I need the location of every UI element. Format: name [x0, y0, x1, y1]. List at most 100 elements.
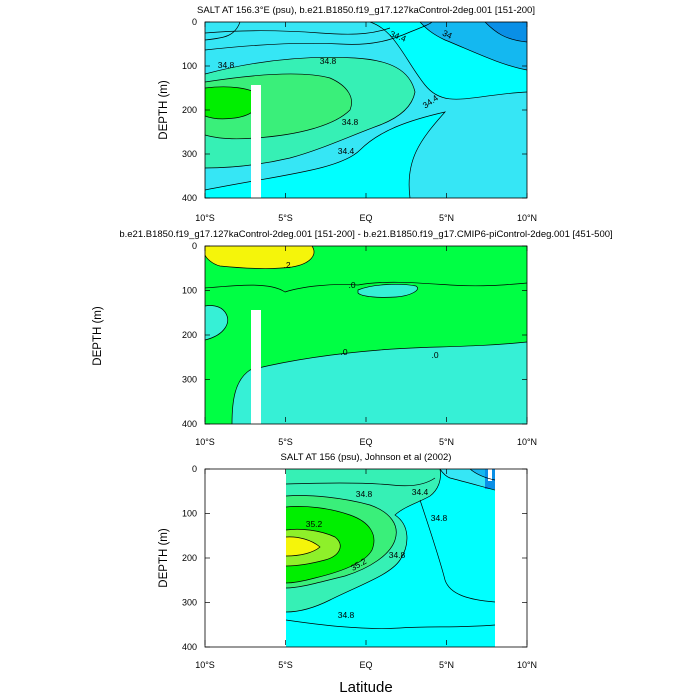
panel-1-title: SALT AT 156.3°E (psu), b.e21.B1850.f19_g… [197, 5, 535, 16]
contour-line [205, 246, 315, 269]
contour-line [285, 536, 321, 557]
contour-line [285, 495, 397, 589]
contour-label: .2 [283, 260, 290, 270]
contour-line [205, 56, 416, 169]
y-tick-label: 100 [182, 61, 197, 71]
contour-label: 34 [441, 28, 454, 41]
contour-label: .0 [348, 280, 355, 290]
no-data-strip [488, 469, 492, 481]
region-negative-pocket [358, 284, 418, 298]
panel-2-contour-labels: .2 .0 .0 .0 [283, 260, 438, 360]
contour-label: 35.2 [306, 519, 323, 529]
x-tick-label: 10°N [517, 213, 537, 223]
x-tick-label: 10°S [195, 437, 215, 447]
panel-3-yticks: 0 100 200 300 400 [182, 464, 197, 652]
contour-line [205, 305, 228, 341]
contour-line [231, 341, 527, 424]
contour-line [369, 22, 527, 100]
contour-line [205, 22, 433, 51]
x-tick-label: 5°S [278, 213, 293, 223]
contour-line [439, 469, 496, 491]
x-tick-label: 5°N [439, 213, 454, 223]
panel-2-yticks: 0 100 200 300 400 [182, 241, 197, 429]
contour-label: 34.8 [342, 117, 359, 127]
panel-1-yticks: 0 100 200 300 400 [182, 17, 197, 203]
contour-line [285, 528, 341, 567]
panel-3: SALT AT 156 (psu), Johnson et al (2002) [158, 452, 537, 670]
panel-3-contours [285, 469, 496, 629]
contour-label: 34.8 [356, 489, 373, 499]
contour-line [285, 477, 436, 487]
tick-marks [204, 21, 528, 648]
contour-line [469, 469, 496, 481]
contour-line [285, 469, 441, 613]
x-tick-label: 10°S [195, 213, 215, 223]
contour-label: 34.4 [338, 146, 355, 156]
contour-line [285, 619, 496, 629]
y-tick-label: 0 [192, 241, 197, 251]
contour-label: .0 [431, 350, 438, 360]
panel-1: SALT AT 156.3°E (psu), b.e21.B1850.f19_g… [158, 5, 537, 223]
region-352 [205, 86, 261, 119]
panel-2-field [205, 246, 527, 424]
y-tick-label: 0 [192, 17, 197, 27]
no-data-strip [251, 310, 261, 424]
x-tick-label: EQ [359, 213, 372, 223]
panel-1-xticks: 10°S 5°S EQ 5°N 10°N [195, 213, 537, 223]
panel-2-xticks: 10°S 5°S EQ 5°N 10°N [195, 437, 537, 447]
x-tick-label: 10°S [195, 660, 215, 670]
contour-line [419, 22, 527, 71]
contour-label: 34.8 [320, 56, 337, 66]
panel-3-title: SALT AT 156 (psu), Johnson et al (2002) [281, 452, 452, 463]
panel-2-title: b.e21.B1850.f19_g17.127kaControl-2deg.00… [119, 229, 612, 240]
contour-line [205, 22, 241, 41]
region-positive [205, 246, 314, 269]
panel-1-contours [205, 22, 527, 198]
contour-line [205, 281, 527, 293]
x-tick-label: EQ [359, 437, 372, 447]
y-tick-label: 300 [182, 375, 197, 385]
panel-3-ylabel: DEPTH (m) [158, 528, 170, 588]
contour-label: 34.4 [412, 487, 429, 497]
x-tick-label: 5°N [439, 437, 454, 447]
contour-label: 34.8 [389, 550, 406, 560]
contour-line [357, 284, 418, 298]
contour-label: 34.8 [218, 60, 235, 70]
x-tick-label: 10°N [517, 660, 537, 670]
contour-line [205, 111, 446, 198]
panel-3-field [285, 469, 496, 647]
y-tick-label: 200 [182, 330, 197, 340]
y-tick-label: 200 [182, 105, 197, 115]
y-tick-label: 400 [182, 419, 197, 429]
y-tick-label: 0 [192, 464, 197, 474]
x-tick-label: 5°N [439, 660, 454, 670]
panel-2-contours [205, 246, 527, 424]
y-tick-label: 400 [182, 193, 197, 203]
contour-line [419, 499, 496, 603]
x-tick-label: 5°S [278, 437, 293, 447]
x-tick-label: 5°S [278, 660, 293, 670]
y-tick-label: 400 [182, 642, 197, 652]
region-lt34 [485, 22, 527, 42]
panel-1-ylabel: DEPTH (m) [158, 80, 170, 140]
y-tick-label: 100 [182, 286, 197, 296]
y-tick-label: 300 [182, 598, 197, 608]
y-tick-label: 300 [182, 149, 197, 159]
contour-line [484, 22, 527, 43]
region-zero [205, 246, 527, 424]
contour-line [205, 73, 352, 140]
contour-label: 34.8 [431, 513, 448, 523]
x-axis-label: Latitude [339, 679, 392, 696]
x-tick-label: EQ [359, 660, 372, 670]
panel-2: b.e21.B1850.f19_g17.127kaControl-2deg.00… [92, 229, 613, 447]
contour-label: .0 [340, 347, 347, 357]
no-data-strip [251, 85, 261, 198]
panel-3-xticks: 10°S 5°S EQ 5°N 10°N [195, 660, 537, 670]
panel-2-ylabel: DEPTH (m) [92, 306, 104, 366]
y-tick-label: 100 [182, 509, 197, 519]
y-tick-label: 200 [182, 553, 197, 563]
contour-line [285, 506, 375, 584]
contour-label: 34.8 [338, 610, 355, 620]
x-tick-label: 10°N [517, 437, 537, 447]
